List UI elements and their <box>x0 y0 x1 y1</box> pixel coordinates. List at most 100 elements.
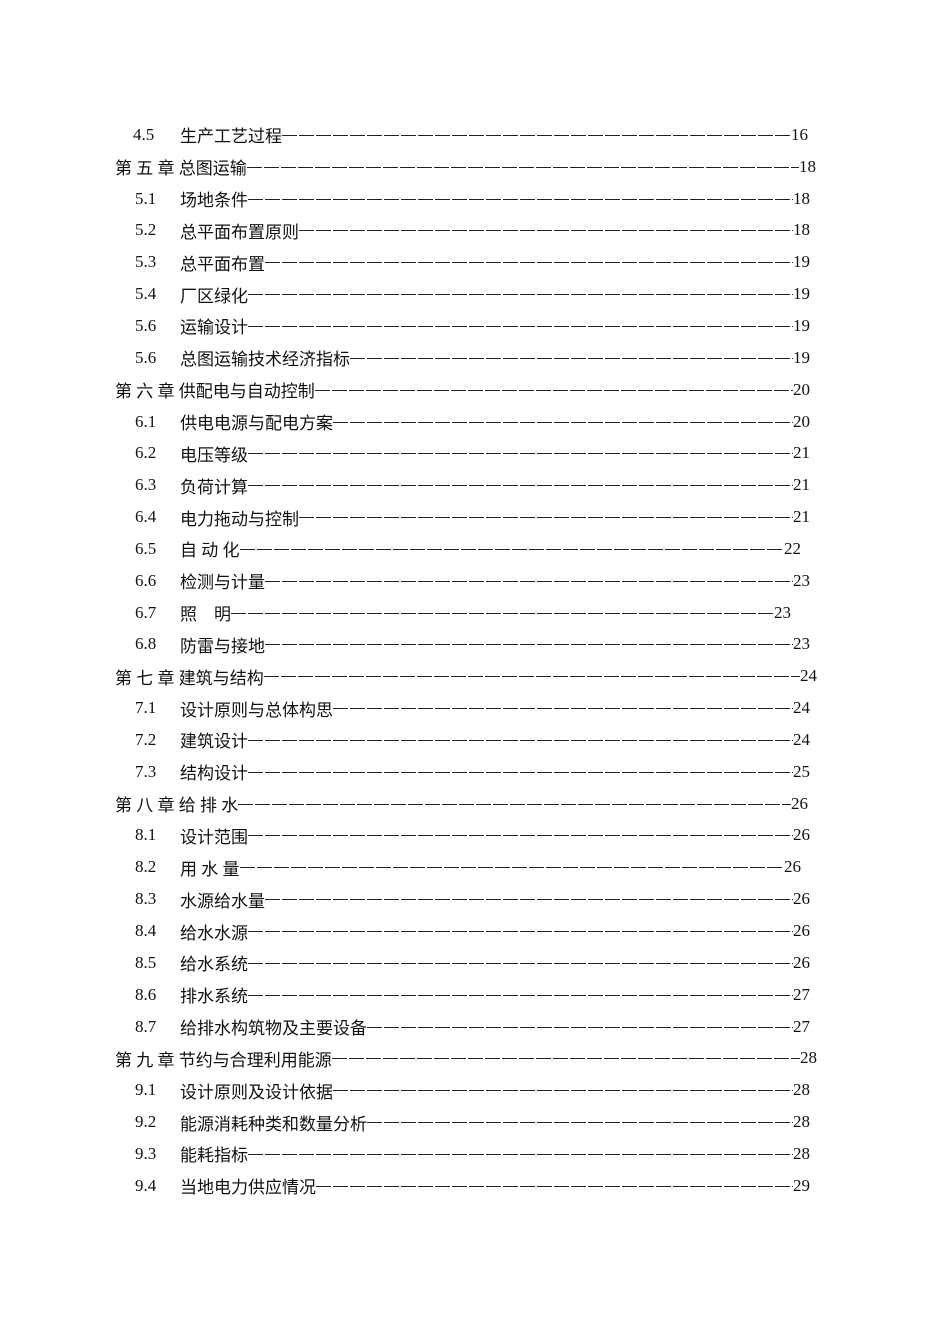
toc-section-entry[interactable]: 4.5 生产工艺过程 16 <box>0 119 950 151</box>
toc-leader-line <box>248 835 793 837</box>
toc-entry-title: 当地电力供应情况 <box>180 1178 316 1198</box>
toc-section-entry[interactable]: 7.2 建筑设计 24 <box>0 724 950 756</box>
toc-section-entry[interactable]: 6.7 照 明 23 <box>0 597 950 629</box>
toc-section-entry[interactable]: 5.6 总图运输技术经济指标 19 <box>0 342 950 374</box>
toc-leader-line <box>333 1090 793 1092</box>
toc-section-entry[interactable]: 6.1 供电电源与配电方案 20 <box>0 406 950 438</box>
toc-section-entry[interactable]: 6.5 自 动 化 22 <box>0 533 950 565</box>
toc-entry-page: 19 <box>793 347 810 367</box>
toc-entry-page: 27 <box>793 1016 810 1036</box>
toc-entry-page: 26 <box>784 857 801 877</box>
toc-chapter-entry[interactable]: 第 八 章 给 排 水 26 <box>0 788 950 820</box>
toc-leader-line <box>248 1153 793 1155</box>
toc-entry-number: 7.2 <box>135 729 157 749</box>
toc-section-entry[interactable]: 8.1 设计范围 26 <box>0 820 950 852</box>
toc-section-entry[interactable]: 6.4 电力拖动与控制 21 <box>0 501 950 533</box>
toc-entry-title: 检测与计量 <box>180 573 265 593</box>
toc-entry-number: 5.4 <box>135 284 157 304</box>
toc-entry-title: 给水系统 <box>180 955 248 975</box>
toc-section-entry[interactable]: 5.6 运输设计 19 <box>0 310 950 342</box>
toc-entry-page: 24 <box>793 698 810 718</box>
toc-leader-line <box>238 803 791 805</box>
toc-leader-line <box>248 294 793 296</box>
toc-section-entry[interactable]: 6.3 负荷计算 21 <box>0 469 950 501</box>
toc-entry-number: 8.2 <box>135 857 157 877</box>
toc-entry-page: 26 <box>793 889 810 909</box>
toc-chapter-entry[interactable]: 第 五 章 总图运输 18 <box>0 151 950 183</box>
toc-section-entry[interactable]: 8.5 给水系统 26 <box>0 947 950 979</box>
toc-section-entry[interactable]: 7.1 设计原则与总体构思 24 <box>0 692 950 724</box>
toc-section-entry[interactable]: 8.6 排水系统 27 <box>0 979 950 1011</box>
toc-section-entry[interactable]: 8.7 给排水构筑物及主要设备 27 <box>0 1011 950 1043</box>
toc-entry-number: 8.1 <box>135 825 157 845</box>
toc-entry-page: 23 <box>774 602 791 622</box>
toc-leader-line <box>248 994 793 996</box>
toc-section-entry[interactable]: 9.1 设计原则及设计依据 28 <box>0 1074 950 1106</box>
toc-entry-page: 24 <box>793 729 810 749</box>
toc-entry-number: 8.4 <box>135 921 157 941</box>
toc-entry-page: 21 <box>793 443 810 463</box>
toc-entry-page: 19 <box>793 252 810 272</box>
toc-entry-page: 23 <box>793 570 810 590</box>
toc-leader-line <box>265 262 793 264</box>
toc-entry-title: 第 九 章 节约与合理利用能源 <box>115 1050 332 1070</box>
toc-entry-title: 第 六 章 供配电与自动控制 <box>115 382 315 402</box>
toc-section-entry[interactable]: 5.4 厂区绿化 19 <box>0 278 950 310</box>
toc-section-entry[interactable]: 5.1 场地条件 18 <box>0 183 950 215</box>
toc-leader-line <box>239 867 784 869</box>
toc-entry-page: 16 <box>791 124 808 144</box>
toc-entry-title: 建筑设计 <box>180 732 248 752</box>
toc-entry-page: 26 <box>793 825 810 845</box>
toc-section-entry[interactable]: 6.8 防雷与接地 23 <box>0 629 950 661</box>
toc-leader-line <box>248 198 793 200</box>
toc-entry-number: 6.1 <box>135 411 157 431</box>
toc-entry-title: 供电电源与配电方案 <box>180 414 333 434</box>
toc-section-entry[interactable]: 5.2 总平面布置原则 18 <box>0 215 950 247</box>
toc-entry-title: 第 八 章 给 排 水 <box>115 796 239 816</box>
toc-section-entry[interactable]: 7.3 结构设计 25 <box>0 756 950 788</box>
toc-leader-line <box>331 1058 800 1060</box>
toc-section-entry[interactable]: 6.6 检测与计量 23 <box>0 565 950 597</box>
toc-section-entry[interactable]: 5.3 总平面布置 19 <box>0 246 950 278</box>
toc-entry-number: 6.3 <box>135 475 157 495</box>
toc-entry-title: 电压等级 <box>180 445 248 465</box>
toc-entry-number: 5.3 <box>135 252 157 272</box>
toc-entry-number: 8.6 <box>135 984 157 1004</box>
toc-leader-line <box>248 485 793 487</box>
toc-leader-line <box>282 134 791 136</box>
toc-chapter-entry[interactable]: 第 六 章 供配电与自动控制 20 <box>0 374 950 406</box>
toc-section-entry[interactable]: 9.4 当地电力供应情况 29 <box>0 1170 950 1202</box>
toc-entry-title: 总平面布置原则 <box>180 222 299 242</box>
toc-entry-number: 8.7 <box>135 1016 157 1036</box>
toc-leader-line <box>239 548 784 550</box>
toc-entry-title: 给水水源 <box>180 923 248 943</box>
toc-chapter-entry[interactable]: 第 九 章 节约与合理利用能源 28 <box>0 1042 950 1074</box>
toc-entry-number: 5.1 <box>135 188 157 208</box>
toc-section-entry[interactable]: 9.2 能源消耗种类和数量分析 28 <box>0 1106 950 1138</box>
toc-entry-title: 第 五 章 总图运输 <box>115 159 247 179</box>
toc-section-entry[interactable]: 9.3 能耗指标 28 <box>0 1138 950 1170</box>
toc-entry-title: 总平面布置 <box>180 254 265 274</box>
toc-section-entry[interactable]: 8.2 用 水 量 26 <box>0 851 950 883</box>
toc-leader-line <box>231 612 774 614</box>
toc-leader-line <box>248 453 793 455</box>
toc-entry-title: 能耗指标 <box>180 1146 248 1166</box>
toc-chapter-entry[interactable]: 第 七 章 建筑与结构 24 <box>0 660 950 692</box>
toc-entry-title: 自 动 化 <box>180 541 240 561</box>
toc-entry-title: 负荷计算 <box>180 477 248 497</box>
toc-leader-line <box>248 931 793 933</box>
toc-entry-page: 28 <box>800 1048 817 1068</box>
toc-entry-number: 6.6 <box>135 570 157 590</box>
toc-entry-page: 28 <box>793 1080 810 1100</box>
toc-section-entry[interactable]: 6.2 电压等级 21 <box>0 437 950 469</box>
toc-entry-number: 7.3 <box>135 761 157 781</box>
toc-section-entry[interactable]: 8.4 给水水源 26 <box>0 915 950 947</box>
toc-entry-page: 22 <box>784 538 801 558</box>
toc-entry-page: 19 <box>793 284 810 304</box>
toc-entry-title: 设计范围 <box>180 827 248 847</box>
toc-entry-title: 水源给水量 <box>180 891 265 911</box>
toc-entry-number: 8.5 <box>135 952 157 972</box>
toc-section-entry[interactable]: 8.3 水源给水量 26 <box>0 883 950 915</box>
toc-entry-page: 28 <box>793 1112 810 1132</box>
toc-entry-page: 23 <box>793 634 810 654</box>
